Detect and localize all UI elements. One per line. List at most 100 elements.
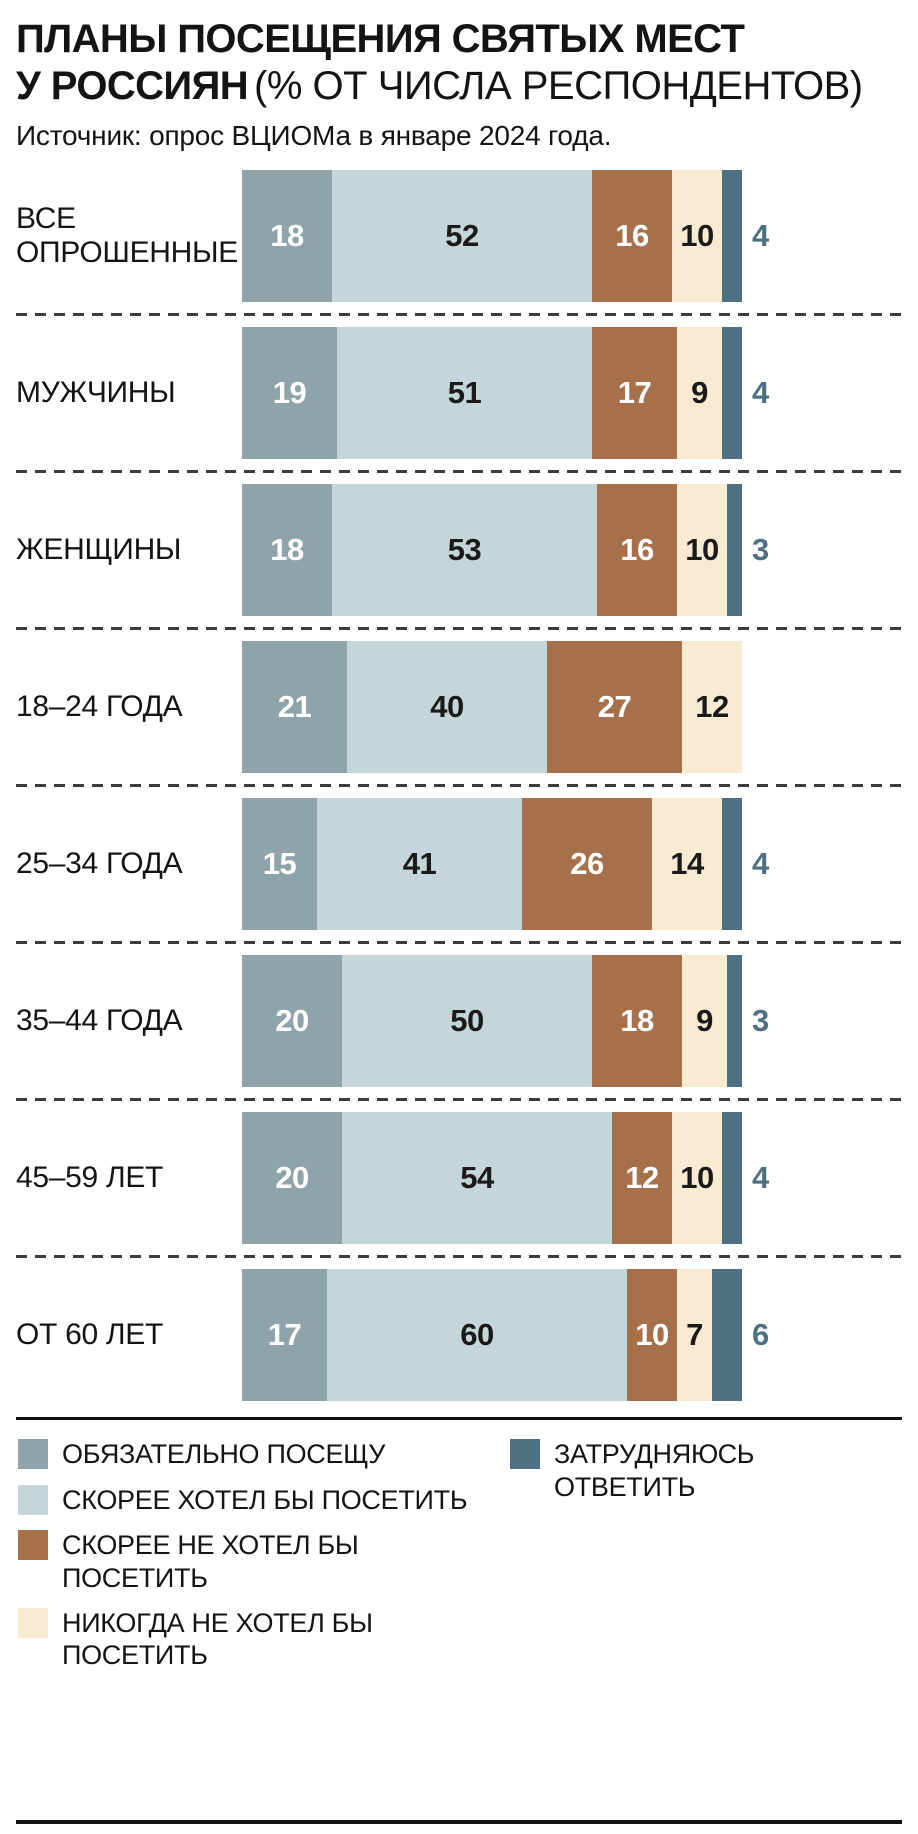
bar-segment: 40 [347, 641, 547, 774]
chart-row: 25–34 ГОДА 15 41 26 14 4 [16, 798, 902, 931]
segment-value: 40 [430, 689, 464, 725]
bar-segment: 60 [327, 1269, 627, 1402]
segment-value: 26 [570, 846, 604, 882]
value-label-outside: 4 [752, 1160, 770, 1196]
bar-segment: 9 [682, 955, 727, 1088]
value-label-outside: 4 [752, 846, 770, 882]
bar-segment: 18 [592, 955, 682, 1088]
legend-swatch [18, 1484, 48, 1515]
dashed-separator [16, 1098, 902, 1102]
chart-row: ЖЕНЩИНЫ 18 53 16 10 3 [16, 484, 902, 617]
bar-segment [722, 327, 742, 460]
segment-value: 41 [402, 846, 437, 882]
chart-row: ВСЕ ОПРОШЕННЫЕ 18 52 16 10 4 [16, 170, 902, 303]
legend-column-left: ОБЯЗАТЕЛЬНО ПОСЕЩУ СКОРЕЕ ХОТЕЛ БЫ ПОСЕТИ… [18, 1438, 510, 1684]
bar-segment: 19 [242, 327, 337, 460]
segment-value: 18 [270, 218, 304, 254]
source-note: Источник: опрос ВЦИОМа в январе 2024 год… [16, 120, 612, 152]
stacked-bar: 21 40 27 12 [242, 641, 742, 774]
bar-segment [722, 1112, 742, 1245]
category-label: 35–44 ГОДА [16, 1003, 183, 1037]
legend-item: СКОРЕЕ НЕ ХОТЕЛ БЫ ПОСЕТИТЬ [18, 1529, 510, 1594]
segment-value: 12 [625, 1160, 659, 1196]
segment-value: 10 [685, 532, 719, 568]
legend-column-right: ЗАТРУДНЯЮСЬ ОТВЕТИТЬ [510, 1438, 900, 1684]
bar-segment [727, 484, 742, 617]
category-label: ОТ 60 ЛЕТ [16, 1317, 164, 1351]
bar-segment: 10 [672, 170, 722, 303]
segment-value: 16 [620, 532, 654, 568]
segment-value: 18 [270, 532, 304, 568]
bar-segment: 17 [242, 1269, 327, 1402]
header: ПЛАНЫ ПОСЕЩЕНИЯ СВЯТЫХ МЕСТ У РОССИЯН (% … [16, 0, 902, 152]
chart-row: 18–24 ГОДА 21 40 27 12 [16, 641, 902, 774]
bar-segment: 10 [627, 1269, 677, 1402]
value-label-outside: 6 [752, 1317, 770, 1353]
bar-segment: 18 [242, 484, 332, 617]
segment-value: 10 [635, 1317, 669, 1353]
segment-value: 18 [620, 1003, 654, 1039]
segment-value: 54 [460, 1160, 494, 1196]
bar-segment: 17 [592, 327, 677, 460]
legend-item: ОБЯЗАТЕЛЬНО ПОСЕЩУ [18, 1438, 510, 1470]
legend: ОБЯЗАТЕЛЬНО ПОСЕЩУ СКОРЕЕ ХОТЕЛ БЫ ПОСЕТИ… [16, 1417, 902, 1688]
value-label-outside: 3 [752, 1003, 770, 1039]
legend-label: НИКОГДА НЕ ХОТЕЛ БЫ ПОСЕТИТЬ [62, 1607, 373, 1671]
segment-value: 27 [597, 689, 632, 725]
title-line-2: У РОССИЯН (% ОТ ЧИСЛА РЕСПОНДЕНТОВ) [16, 63, 902, 110]
chart-row: 45–59 ЛЕТ 20 54 12 10 4 [16, 1112, 902, 1245]
segment-value: 51 [447, 375, 482, 411]
legend-label: ЗАТРУДНЯЮСЬ ОТВЕТИТЬ [554, 1439, 755, 1502]
category-label: 25–34 ГОДА [16, 846, 183, 880]
legend-swatch [18, 1530, 48, 1561]
dashed-separator [16, 313, 902, 317]
legend-label: СКОРЕЕ ХОТЕЛ БЫ ПОСЕТИТЬ [62, 1484, 468, 1515]
segment-value: 53 [447, 532, 482, 568]
segment-value: 16 [615, 218, 649, 254]
segment-value: 20 [275, 1003, 309, 1039]
chart-row: 35–44 ГОДА 20 50 18 9 3 [16, 955, 902, 1088]
segment-value: 14 [670, 846, 704, 882]
bar-segment: 52 [332, 170, 592, 303]
title-line-2-bold: У РОССИЯН [16, 64, 249, 109]
title-line-1: ПЛАНЫ ПОСЕЩЕНИЯ СВЯТЫХ МЕСТ [16, 17, 745, 61]
legend-swatch [18, 1439, 48, 1470]
bar-segment: 15 [242, 798, 317, 931]
bar-segment [727, 955, 742, 1088]
bar-segment: 51 [337, 327, 592, 460]
segment-value: 21 [277, 689, 312, 725]
bar-segment: 14 [652, 798, 722, 931]
dashed-separator [16, 784, 902, 788]
stacked-bar: 18 53 16 10 [242, 484, 742, 617]
category-label: 45–59 ЛЕТ [16, 1160, 164, 1194]
bar-segment: 54 [342, 1112, 612, 1245]
segment-value: 9 [691, 375, 708, 411]
chart-row: МУЖЧИНЫ 19 51 17 9 4 [16, 327, 902, 460]
bar-segment: 26 [522, 798, 652, 931]
bar-segment: 16 [592, 170, 672, 303]
stacked-bar: 15 41 26 14 [242, 798, 742, 931]
bar-segment: 53 [332, 484, 597, 617]
value-label-outside: 4 [752, 218, 770, 254]
chart-title: ПЛАНЫ ПОСЕЩЕНИЯ СВЯТЫХ МЕСТ У РОССИЯН (% … [16, 16, 902, 110]
stacked-bar: 20 50 18 9 [242, 955, 742, 1088]
legend-label: СКОРЕЕ НЕ ХОТЕЛ БЫ ПОСЕТИТЬ [62, 1530, 359, 1593]
segment-value: 12 [695, 689, 729, 725]
bar-segment [712, 1269, 742, 1402]
bar-segment: 12 [612, 1112, 672, 1245]
bar-segment: 12 [682, 641, 742, 774]
bar-segment: 7 [677, 1269, 712, 1402]
bar-segment: 21 [242, 641, 347, 774]
segment-value: 7 [686, 1317, 703, 1353]
dashed-separator [16, 1255, 902, 1259]
bottom-spacer [16, 1689, 902, 1820]
legend-label: ОБЯЗАТЕЛЬНО ПОСЕЩУ [62, 1439, 386, 1470]
bar-segment [722, 170, 742, 303]
bar-segment: 10 [677, 484, 727, 617]
dashed-separator [16, 627, 902, 631]
bar-segment [722, 798, 742, 931]
legend-item: СКОРЕЕ ХОТЕЛ БЫ ПОСЕТИТЬ [18, 1484, 510, 1516]
stacked-bar: 18 52 16 10 [242, 170, 742, 303]
segment-value: 17 [617, 375, 652, 411]
